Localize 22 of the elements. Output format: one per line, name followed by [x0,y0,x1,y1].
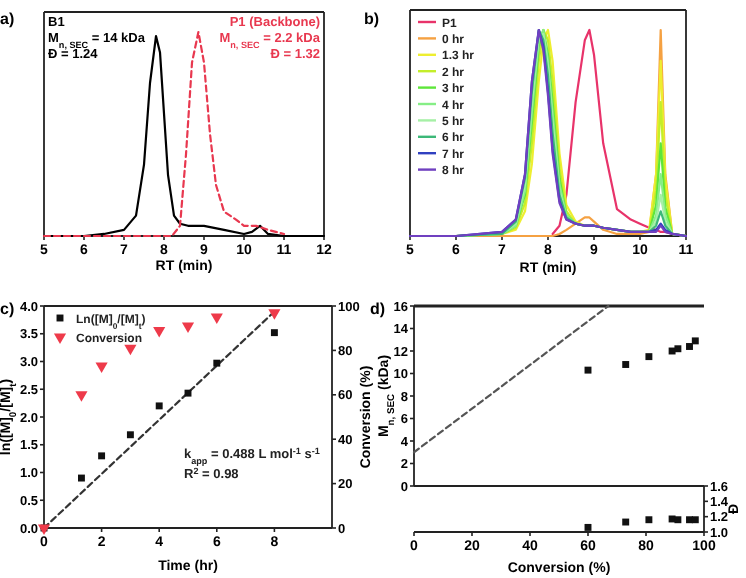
point [213,359,221,367]
point [210,313,223,325]
point [645,353,653,361]
point [124,344,137,356]
chart-title: b) [364,10,380,28]
point [691,337,699,345]
point [75,391,88,402]
chart-title: a) [0,10,15,28]
point [155,402,163,410]
chart-title: d) [370,300,386,318]
point [686,343,693,350]
point [98,452,106,460]
point [268,309,281,320]
point [622,361,630,368]
point [674,345,682,353]
point [153,326,166,338]
point [77,474,85,482]
point [270,329,278,337]
chart-title: c) [0,300,15,318]
point [126,431,134,439]
point [95,362,108,373]
point [181,322,195,333]
